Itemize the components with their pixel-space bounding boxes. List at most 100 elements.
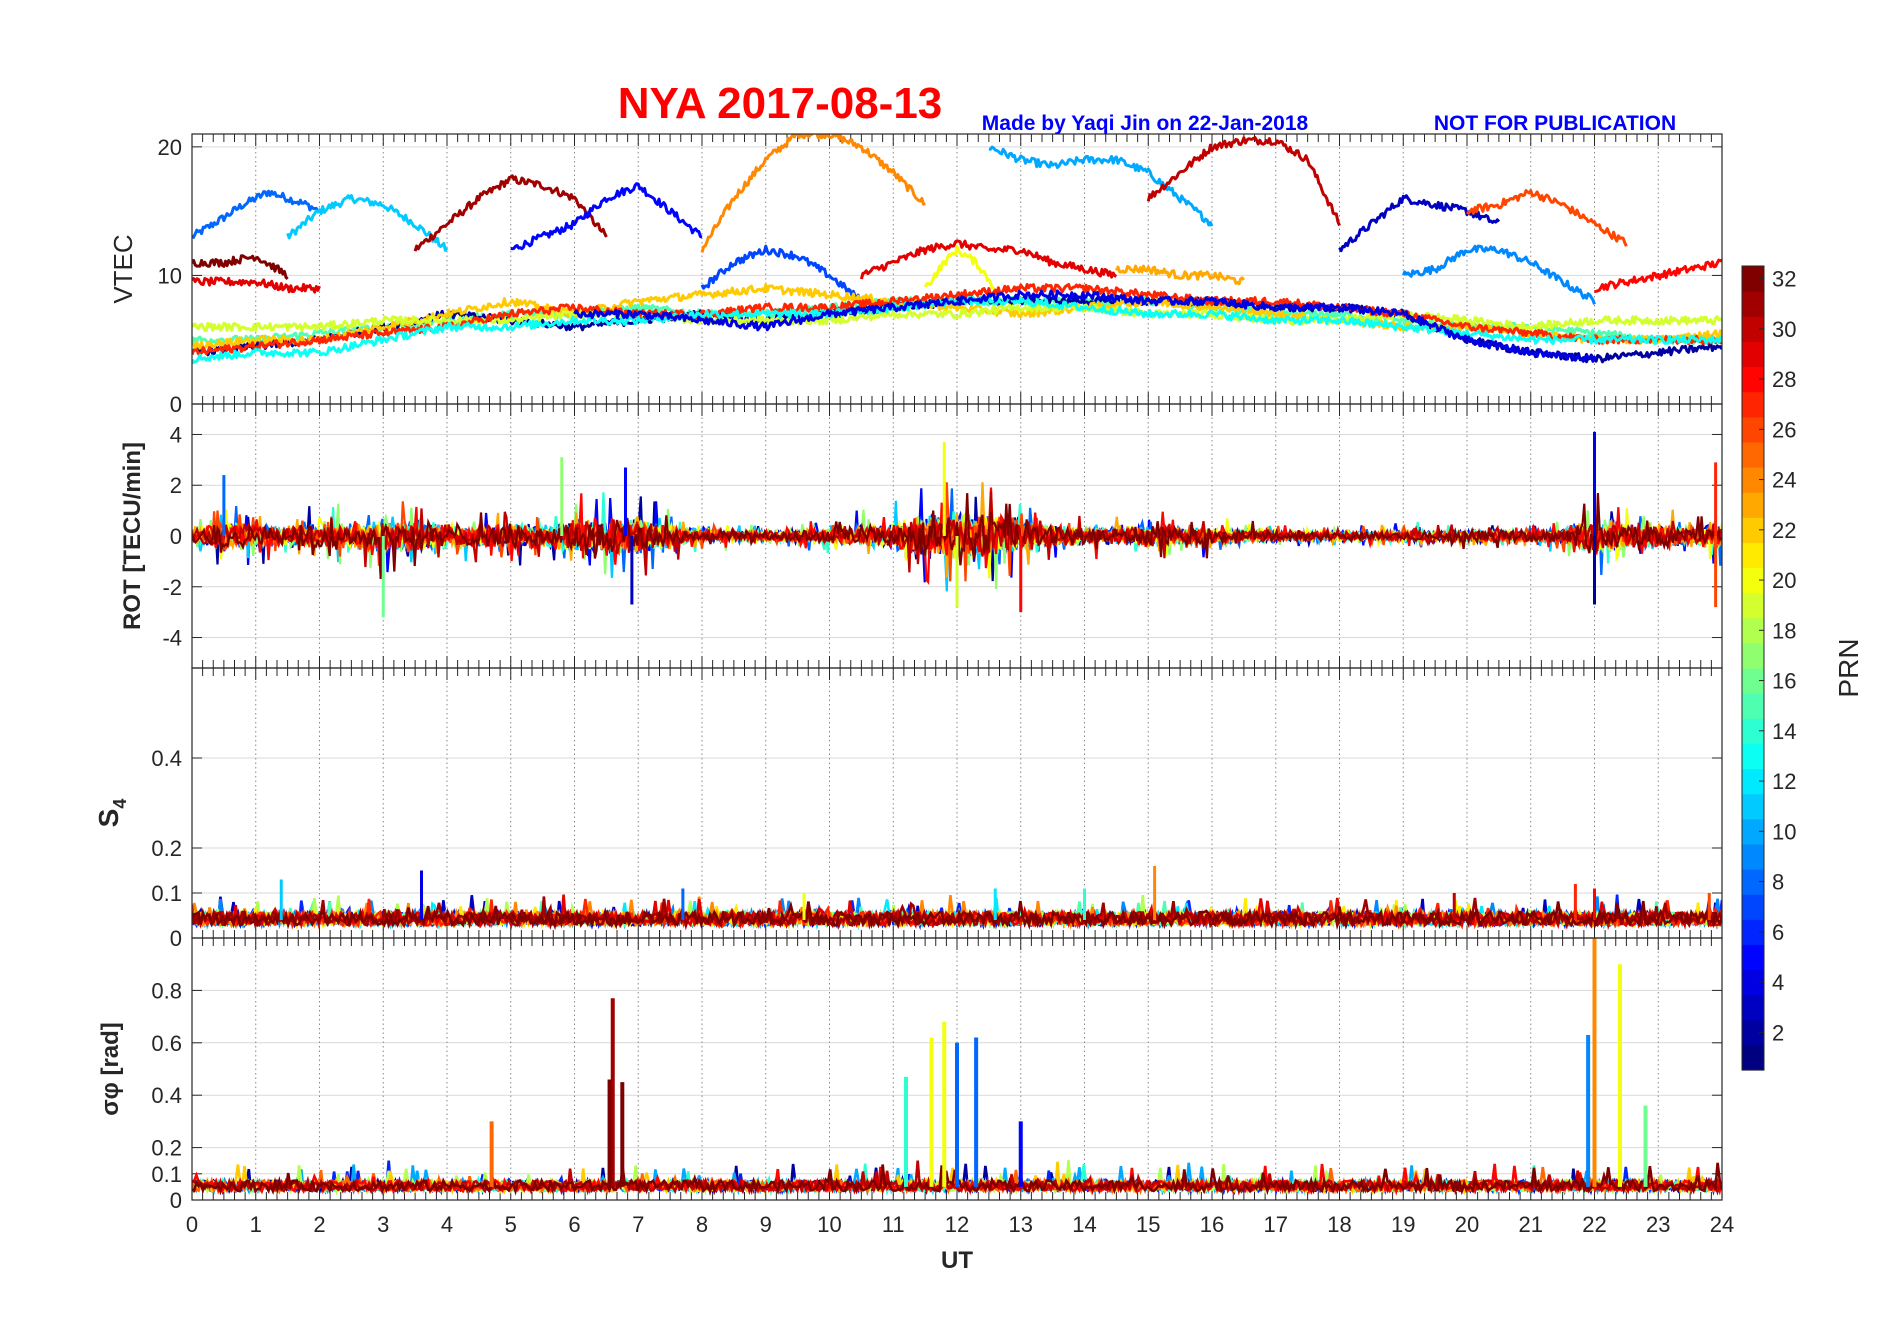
colorbar-cell <box>1742 441 1764 468</box>
x-tick-label: 19 <box>1391 1212 1415 1237</box>
colorbar-cell <box>1742 894 1764 920</box>
rot-lines <box>192 431 1722 618</box>
colorbar-cell <box>1742 743 1764 770</box>
credit-text: Made by Yaqi Jin on 22-Jan-2018 <box>982 112 1309 135</box>
chart-title: NYA 2017-08-13 <box>618 79 943 128</box>
colorbar-cell <box>1742 517 1764 543</box>
x-tick-label: 20 <box>1455 1212 1479 1237</box>
colorbar-tick-label: 18 <box>1772 618 1796 643</box>
y-tick-label: 0.4 <box>151 1083 182 1108</box>
y-tick-label: 10 <box>158 263 182 288</box>
x-tick-label: 11 <box>882 1212 905 1237</box>
y-tick-label: 0 <box>170 392 182 417</box>
colorbar-cell <box>1742 291 1764 317</box>
x-tick-label: 10 <box>817 1212 841 1237</box>
colorbar-cell <box>1742 316 1764 342</box>
colorbar-cell <box>1742 843 1764 870</box>
x-tick-label: 1 <box>250 1212 262 1237</box>
colorbar-cell <box>1742 718 1764 744</box>
x-tick-label: 17 <box>1264 1212 1288 1237</box>
colorbar-cell <box>1742 642 1764 669</box>
vtec-series-line <box>286 194 449 252</box>
colorbar-cell <box>1742 944 1764 971</box>
vtec-series-line <box>573 289 1596 363</box>
colorbar-cell <box>1742 869 1764 895</box>
vtec-series-line <box>192 254 289 281</box>
colorbar-tick-label: 22 <box>1772 518 1796 543</box>
vtec-series-line <box>859 239 1118 280</box>
panel-vtec: 0 10 20 VTEC <box>108 133 1723 417</box>
x-tick-label: 3 <box>377 1212 389 1237</box>
vtec-ylabel: VTEC <box>108 234 138 303</box>
colorbar-cell <box>1742 492 1764 518</box>
x-tick-label: 13 <box>1009 1212 1033 1237</box>
colorbar-cell <box>1742 1044 1764 1071</box>
x-tick-label: 23 <box>1646 1212 1670 1237</box>
colorbar-cell <box>1742 467 1764 493</box>
panel-s4: 0 0.1 0.2 0.4 S4 <box>93 667 1723 951</box>
colorbar-tick-label: 32 <box>1772 267 1796 292</box>
colorbar-cell <box>1742 542 1764 569</box>
y-tick-label: 2 <box>170 473 182 498</box>
notice-text: NOT FOR PUBLICATION <box>1434 112 1676 135</box>
vtec-series-line <box>1401 244 1596 305</box>
x-tick-label: 0 <box>186 1212 198 1237</box>
y-tick-label: 0.8 <box>151 978 182 1003</box>
y-tick-label: 4 <box>170 422 182 447</box>
x-tick-label: 12 <box>945 1212 969 1237</box>
s4-ylabel-sub: 4 <box>110 799 130 809</box>
panel-sigma-phi: 00.10.20.40.60.80 1 2 3 4 5 6 7 8 9 10 11 12 13 14 15 16… <box>97 937 1734 1274</box>
sigma-ylabel: σφ [rad] <box>97 1022 124 1116</box>
x-tick-label: 5 <box>505 1212 517 1237</box>
vtec-series-line <box>700 134 926 253</box>
vtec-series-line <box>700 244 863 306</box>
x-axis-label: UT <box>941 1247 973 1274</box>
colorbar-tick-label: 16 <box>1772 669 1796 694</box>
axes-box <box>191 937 1723 1201</box>
vtec-series-line <box>1115 264 1246 286</box>
y-tick-label: -4 <box>162 626 182 651</box>
y-tick-label: 0 <box>170 1188 182 1213</box>
x-tick-label: 4 <box>441 1212 453 1237</box>
colorbar-tick-label: 30 <box>1772 317 1796 342</box>
colorbar-cell <box>1742 1019 1764 1046</box>
colorbar-frame <box>1741 265 1765 1071</box>
colorbar-tick-label: 6 <box>1772 920 1784 945</box>
x-tick-label: 21 <box>1519 1212 1543 1237</box>
vtec-series-line <box>510 182 703 251</box>
vtec-series-line <box>413 174 608 252</box>
x-tick-label: 9 <box>760 1212 772 1237</box>
colorbar-cell <box>1742 567 1764 594</box>
colorbar-cell <box>1742 994 1764 1021</box>
x-tick-label: 2 <box>313 1212 325 1237</box>
colorbar-cell <box>1742 818 1764 845</box>
y-tick-label: 0.2 <box>151 836 182 861</box>
vtec-series-line <box>1146 136 1341 227</box>
colorbar-cell <box>1742 592 1764 619</box>
y-tick-label: 0.2 <box>151 1136 182 1161</box>
s4-lines <box>192 866 1722 931</box>
colorbar-tick-label: 20 <box>1772 568 1796 593</box>
y-tick-label: 0 <box>170 524 182 549</box>
colorbar-cell <box>1742 416 1764 443</box>
colorbar-tick-label: 4 <box>1772 970 1784 995</box>
colorbar-cell <box>1742 266 1764 292</box>
y-tick-label: -2 <box>162 575 182 600</box>
vtec-series-line <box>1338 194 1501 253</box>
vtec-series-line <box>192 283 1722 356</box>
vtec-series-line <box>1594 258 1722 294</box>
colorbar-cell <box>1742 693 1764 719</box>
panel-rot: -4 -2 0 2 4 ROT [TECU/min] <box>119 403 1723 669</box>
vtec-series-line <box>988 145 1214 227</box>
colorbar-cell <box>1742 366 1764 393</box>
colorbar-cell <box>1742 668 1764 694</box>
colorbar-tick-label: 26 <box>1772 417 1796 442</box>
vtec-series-line <box>192 276 321 294</box>
y-tick-label: 0.4 <box>151 746 182 771</box>
vtec-lines <box>192 134 1722 364</box>
y-tick-label: 20 <box>158 135 182 160</box>
vtec-series-line <box>192 189 321 239</box>
colorbar-tick-label: 12 <box>1772 769 1796 794</box>
